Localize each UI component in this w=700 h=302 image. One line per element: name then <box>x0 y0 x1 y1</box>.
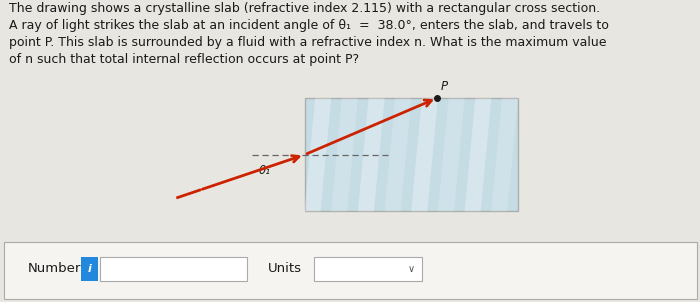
Polygon shape <box>491 98 518 211</box>
Bar <box>100 257 247 281</box>
Polygon shape <box>465 98 491 211</box>
Bar <box>80 257 98 281</box>
Text: ∨: ∨ <box>408 264 415 274</box>
Polygon shape <box>358 98 384 211</box>
Text: Number: Number <box>28 262 81 275</box>
Text: P: P <box>440 80 447 93</box>
Text: i: i <box>88 264 91 274</box>
Text: The drawing shows a crystalline slab (refractive index 2.115) with a rectangular: The drawing shows a crystalline slab (re… <box>9 2 609 66</box>
Polygon shape <box>438 98 465 211</box>
Bar <box>4 242 696 299</box>
Text: Units: Units <box>268 262 302 275</box>
Bar <box>314 257 422 281</box>
Bar <box>304 98 518 211</box>
Polygon shape <box>304 98 331 211</box>
Text: θ₁: θ₁ <box>259 164 271 177</box>
Polygon shape <box>331 98 358 211</box>
Polygon shape <box>384 98 411 211</box>
Polygon shape <box>412 98 438 211</box>
